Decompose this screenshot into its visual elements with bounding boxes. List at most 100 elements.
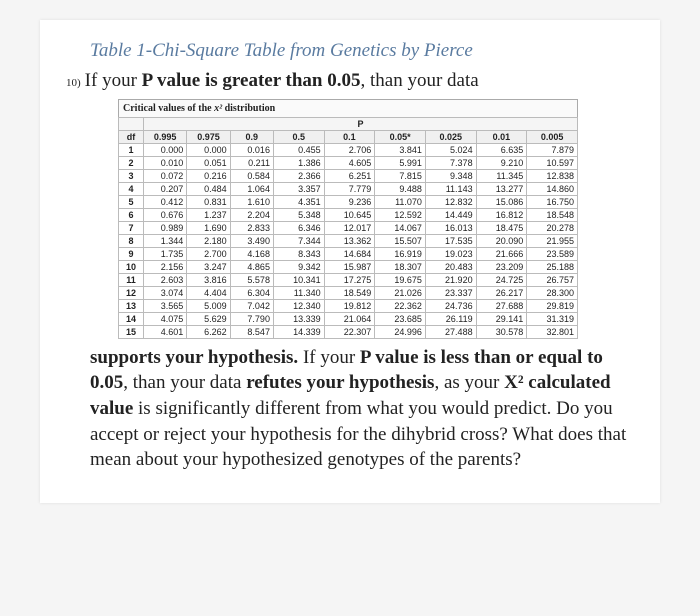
caption-b: distribution	[222, 103, 275, 114]
value-cell: 17.275	[324, 273, 375, 286]
value-cell: 18.307	[375, 260, 426, 273]
p-blank	[119, 117, 144, 130]
body-a: supports your hypothesis.	[90, 347, 298, 368]
value-cell: 3.565	[143, 299, 186, 312]
p-header: 0.005	[527, 130, 578, 143]
value-cell: 26.217	[476, 286, 527, 299]
value-cell: 0.016	[230, 143, 273, 156]
value-cell: 3.816	[187, 273, 230, 286]
value-cell: 23.685	[375, 312, 426, 325]
value-cell: 0.455	[273, 143, 324, 156]
table-row: 144.0755.6297.79013.33921.06423.68526.11…	[119, 312, 578, 325]
p-header: 0.975	[187, 130, 230, 143]
value-cell: 10.597	[527, 156, 578, 169]
table-row: 70.9891.6902.8336.34612.01714.06716.0131…	[119, 221, 578, 234]
value-cell: 27.688	[476, 299, 527, 312]
value-cell: 2.706	[324, 143, 375, 156]
value-cell: 16.013	[425, 221, 476, 234]
p-header: 0.995	[143, 130, 186, 143]
caption-a: Critical values of the	[123, 103, 214, 114]
value-cell: 19.675	[375, 273, 426, 286]
value-cell: 12.592	[375, 208, 426, 221]
value-cell: 0.676	[143, 208, 186, 221]
value-cell: 10.645	[324, 208, 375, 221]
q-text-c: , than your data	[361, 70, 479, 91]
value-cell: 11.143	[425, 182, 476, 195]
value-cell: 1.386	[273, 156, 324, 169]
p-header: 0.01	[476, 130, 527, 143]
value-cell: 18.548	[527, 208, 578, 221]
value-cell: 25.188	[527, 260, 578, 273]
value-cell: 0.216	[187, 169, 230, 182]
value-cell: 2.204	[230, 208, 273, 221]
value-cell: 13.339	[273, 312, 324, 325]
value-cell: 29.819	[527, 299, 578, 312]
value-cell: 23.589	[527, 247, 578, 260]
df-cell: 7	[119, 221, 144, 234]
question-number: 10)	[66, 77, 81, 89]
body-e: refutes your hypothesis	[246, 372, 434, 393]
table-row: 60.6761.2372.2045.34810.64512.59214.4491…	[119, 208, 578, 221]
value-cell: 18.475	[476, 221, 527, 234]
p-header: 0.05*	[375, 130, 426, 143]
value-cell: 12.340	[273, 299, 324, 312]
value-cell: 5.009	[187, 299, 230, 312]
value-cell: 14.339	[273, 325, 324, 338]
value-cell: 16.750	[527, 195, 578, 208]
table-row: 112.6033.8165.57810.34117.27519.67521.92…	[119, 273, 578, 286]
table-caption: Critical values of the x² distribution	[118, 99, 578, 117]
q-text-b: P value is greater than 0.05	[142, 70, 361, 91]
table-title: Table 1-Chi-Square Table from Genetics b…	[90, 40, 630, 62]
value-cell: 11.340	[273, 286, 324, 299]
value-cell: 11.345	[476, 169, 527, 182]
value-cell: 22.307	[324, 325, 375, 338]
body-d: , than your data	[123, 372, 246, 393]
value-cell: 26.757	[527, 273, 578, 286]
df-cell: 2	[119, 156, 144, 169]
value-cell: 32.801	[527, 325, 578, 338]
value-cell: 9.210	[476, 156, 527, 169]
body-paragraph: supports your hypothesis. If your P valu…	[90, 345, 630, 473]
value-cell: 6.635	[476, 143, 527, 156]
value-cell: 7.815	[375, 169, 426, 182]
table-row: 91.7352.7004.1688.34314.68416.91919.0232…	[119, 247, 578, 260]
value-cell: 2.603	[143, 273, 186, 286]
value-cell: 7.378	[425, 156, 476, 169]
table-row: 10.0000.0000.0160.4552.7063.8415.0246.63…	[119, 143, 578, 156]
table-row: 133.5655.0097.04212.34019.81222.36224.73…	[119, 299, 578, 312]
value-cell: 3.074	[143, 286, 186, 299]
df-cell: 3	[119, 169, 144, 182]
value-cell: 3.247	[187, 260, 230, 273]
question-line: 10)If your P value is greater than 0.05,…	[66, 68, 630, 95]
value-cell: 0.000	[143, 143, 186, 156]
value-cell: 4.351	[273, 195, 324, 208]
value-cell: 4.865	[230, 260, 273, 273]
value-cell: 13.277	[476, 182, 527, 195]
p-header: 0.5	[273, 130, 324, 143]
df-cell: 11	[119, 273, 144, 286]
value-cell: 11.070	[375, 195, 426, 208]
value-cell: 21.064	[324, 312, 375, 325]
p-header: 0.1	[324, 130, 375, 143]
value-cell: 20.483	[425, 260, 476, 273]
value-cell: 20.278	[527, 221, 578, 234]
df-cell: 4	[119, 182, 144, 195]
value-cell: 4.605	[324, 156, 375, 169]
value-cell: 0.484	[187, 182, 230, 195]
body-h: is significantly different from what you…	[90, 398, 626, 470]
p-header: 0.025	[425, 130, 476, 143]
value-cell: 14.684	[324, 247, 375, 260]
value-cell: 4.404	[187, 286, 230, 299]
value-cell: 6.346	[273, 221, 324, 234]
value-cell: 0.207	[143, 182, 186, 195]
value-cell: 10.341	[273, 273, 324, 286]
value-cell: 24.996	[375, 325, 426, 338]
value-cell: 19.812	[324, 299, 375, 312]
value-cell: 9.488	[375, 182, 426, 195]
value-cell: 0.051	[187, 156, 230, 169]
value-cell: 1.237	[187, 208, 230, 221]
header-row: df 0.9950.9750.90.50.10.05*0.0250.010.00…	[119, 130, 578, 143]
value-cell: 17.535	[425, 234, 476, 247]
value-cell: 7.042	[230, 299, 273, 312]
table-row: 30.0720.2160.5842.3666.2517.8159.34811.3…	[119, 169, 578, 182]
